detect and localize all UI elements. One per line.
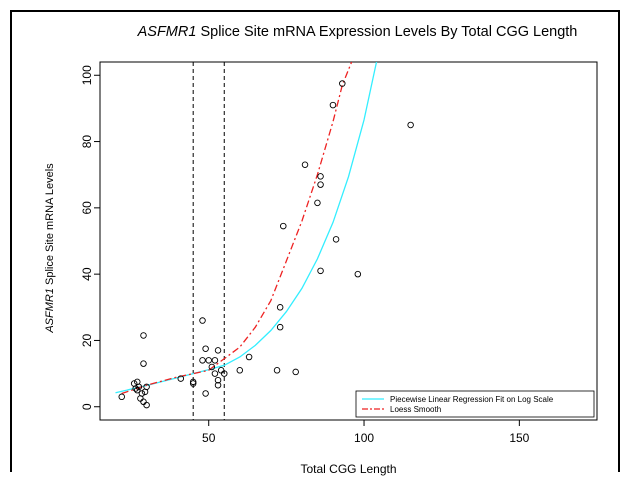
data-point bbox=[407, 121, 414, 129]
data-point bbox=[202, 390, 209, 397]
data-point bbox=[118, 393, 125, 401]
data-point bbox=[276, 304, 284, 311]
data-point bbox=[140, 332, 147, 339]
chart-title: ASFMR1 Splice Site mRNA Expression Level… bbox=[0, 24, 625, 40]
data-point bbox=[214, 376, 222, 384]
data-point bbox=[236, 367, 244, 374]
y-tick-label: 40 bbox=[80, 267, 94, 281]
y-tick-label: 0 bbox=[80, 403, 94, 410]
data-point bbox=[143, 401, 150, 409]
data-point bbox=[220, 370, 228, 377]
data-point bbox=[317, 181, 324, 188]
data-point bbox=[189, 380, 197, 387]
data-point bbox=[354, 270, 362, 278]
data-point bbox=[132, 385, 139, 392]
data-point bbox=[214, 347, 222, 354]
y-tick-label: 100 bbox=[80, 65, 94, 85]
data-point bbox=[245, 353, 253, 361]
legend-box bbox=[355, 390, 595, 418]
data-point bbox=[273, 367, 281, 374]
data-point bbox=[276, 323, 284, 331]
x-axis-label: Total CGG Length bbox=[300, 462, 397, 476]
y-tick-label: 80 bbox=[80, 135, 94, 149]
data-point bbox=[339, 80, 346, 87]
data-point bbox=[202, 345, 209, 352]
data-point bbox=[140, 360, 147, 367]
chart-title-rest: Splice Site mRNA Expression Levels By To… bbox=[196, 24, 578, 40]
data-point bbox=[329, 101, 337, 109]
data-point bbox=[199, 357, 206, 364]
data-point bbox=[177, 375, 185, 382]
data-point bbox=[211, 357, 219, 364]
data-point bbox=[280, 222, 287, 230]
data-point bbox=[140, 398, 147, 406]
plot-area-border bbox=[99, 61, 598, 421]
x-tick-label: 50 bbox=[202, 431, 216, 445]
data-point bbox=[138, 390, 146, 397]
y-tick-label: 60 bbox=[80, 201, 94, 215]
data-point bbox=[205, 357, 212, 364]
data-point bbox=[189, 378, 197, 386]
series-line-loess bbox=[121, 62, 353, 395]
data-point bbox=[134, 378, 141, 386]
data-point bbox=[317, 173, 324, 180]
x-tick-label: 100 bbox=[354, 431, 374, 445]
data-point bbox=[214, 381, 222, 389]
y-tick-label: 20 bbox=[80, 333, 94, 347]
data-point bbox=[301, 161, 309, 169]
x-tick-label: 150 bbox=[509, 431, 529, 445]
legend-label: Loess Smooth bbox=[390, 405, 441, 414]
data-point bbox=[199, 317, 206, 324]
data-point bbox=[332, 236, 340, 243]
data-point bbox=[314, 199, 321, 207]
data-point bbox=[217, 367, 225, 374]
data-point bbox=[292, 368, 299, 376]
chart-title-gene: ASFMR1 bbox=[137, 24, 197, 40]
data-point bbox=[208, 363, 216, 371]
figure-frame bbox=[10, 10, 620, 472]
data-point bbox=[143, 383, 150, 391]
data-point bbox=[317, 267, 324, 275]
series-line-regression bbox=[115, 62, 378, 394]
legend-label: Piecewise Linear Regression Fit on Log S… bbox=[390, 395, 554, 404]
data-point bbox=[134, 386, 141, 394]
data-point bbox=[211, 370, 219, 377]
